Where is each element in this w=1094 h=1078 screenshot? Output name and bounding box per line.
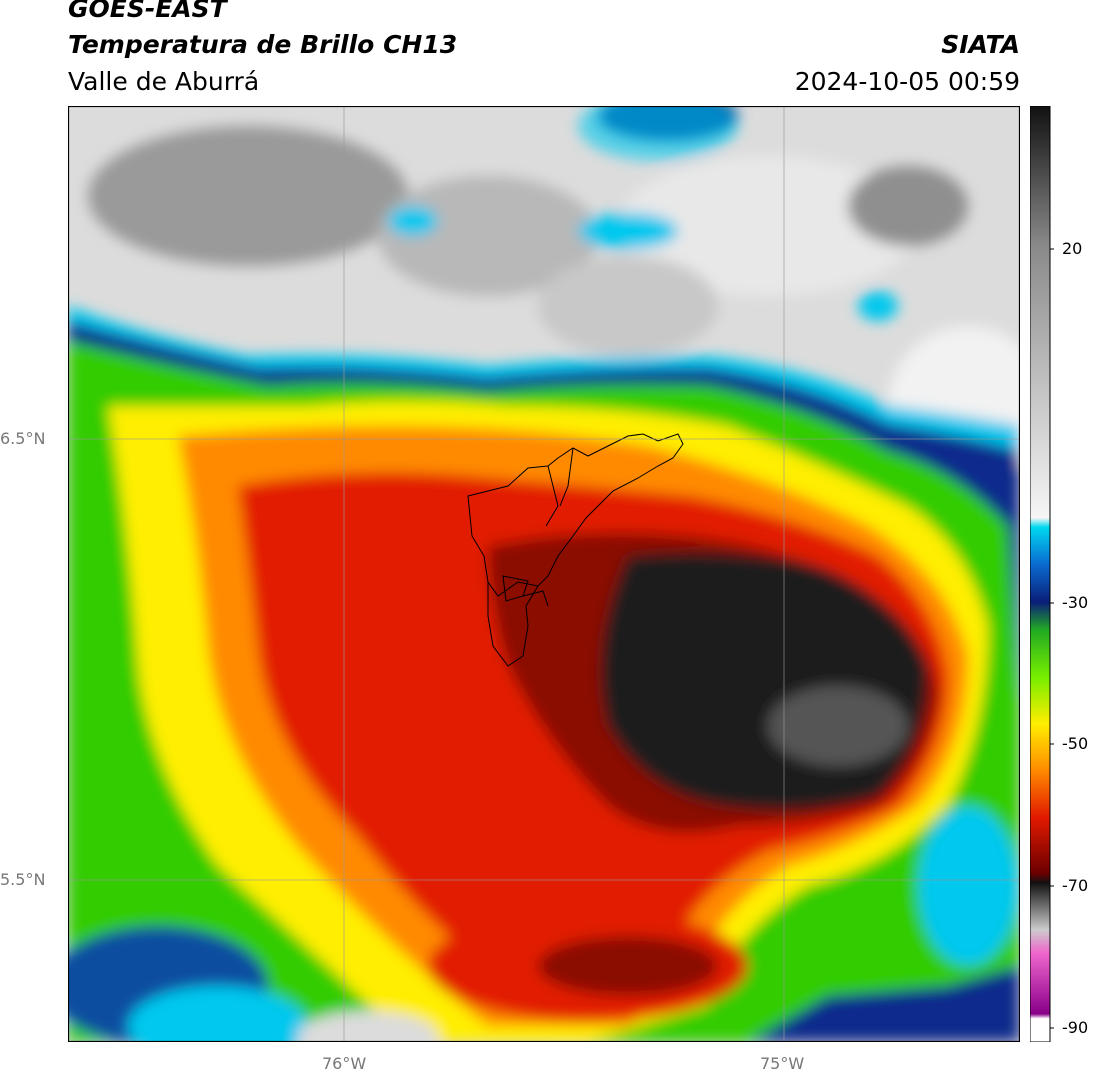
cbar-tick-m90: -90 [1062, 1018, 1089, 1037]
cbar-tick-m30: -30 [1062, 593, 1089, 612]
graticule [68, 106, 1020, 1042]
cbar-tick-m70: -70 [1062, 876, 1089, 895]
region-label: Valle de Aburrá [68, 67, 260, 96]
satellite-map [68, 106, 1020, 1042]
cbar-tick-20: 20 [1062, 239, 1083, 258]
temperature-field [68, 106, 1020, 1042]
org-label: SIATA [941, 30, 1020, 59]
datetime-label: 2024-10-05 00:59 [794, 67, 1020, 96]
municipal-boundaries [467, 433, 684, 667]
lat-tick-6.5: 6.5°N [0, 429, 46, 448]
lat-tick-5.5: 5.5°N [0, 870, 46, 889]
lon-tick-75w: 75°W [760, 1054, 805, 1073]
satellite-title: GOES-EAST [68, 0, 227, 23]
colorbar [1030, 106, 1054, 1042]
cbar-tick-m50: -50 [1062, 734, 1089, 753]
lon-tick-76w: 76°W [322, 1054, 367, 1073]
product-title: Temperatura de Brillo CH13 [68, 30, 458, 59]
